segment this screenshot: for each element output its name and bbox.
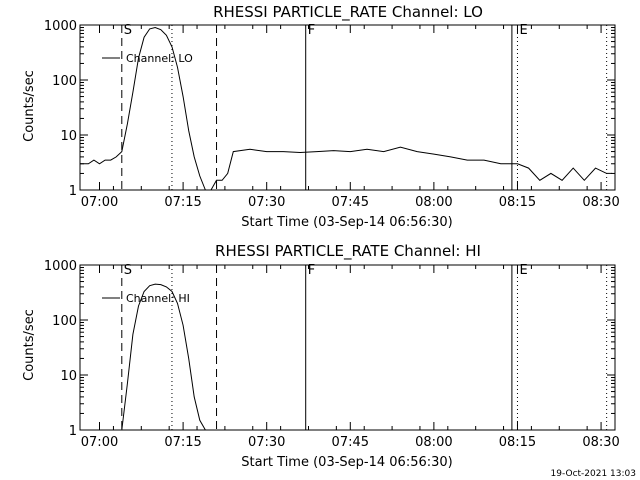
x-axis-label-hi: Start Time (03-Sep-14 06:56:30): [241, 455, 452, 470]
y-tick-label: 1: [69, 184, 77, 199]
y-axis-label-hi: Counts/sec: [22, 309, 37, 381]
y-tick-label: 1000: [44, 19, 77, 34]
x-tick-label: 07:15: [164, 195, 201, 210]
x-tick-label: 07:15: [164, 435, 201, 450]
marker-label: S: [124, 263, 132, 278]
marker-label: E: [519, 23, 527, 38]
legend-label: Channel: LO: [126, 52, 193, 65]
x-tick-label: 08:15: [499, 195, 536, 210]
x-tick-label: 07:00: [81, 435, 118, 450]
x-tick-label: 07:45: [332, 195, 369, 210]
marker-label: F: [308, 263, 315, 278]
marker-label: F: [308, 23, 315, 38]
chart-panel-0: 1 10 100 1000 07:00 07:15 07:30 07:45 08:00 08:15…: [44, 19, 620, 210]
x-tick-label: 08:15: [499, 435, 536, 450]
y-tick-label: 1000: [44, 259, 77, 274]
x-tick-label: 07:45: [332, 435, 369, 450]
marker-label: S: [124, 23, 132, 38]
y-tick-label: 10: [60, 129, 77, 144]
x-tick-label: 08:30: [582, 435, 619, 450]
plot-frame: [79, 264, 616, 431]
marker-label: E: [519, 263, 527, 278]
series-line: [80, 26, 613, 191]
chart-title-hi: RHESSI PARTICLE_RATE Channel: HI: [215, 242, 481, 261]
y-tick-label: 100: [52, 314, 77, 329]
plot-frame: [79, 24, 616, 191]
y-axis-label-lo: Counts/sec: [22, 70, 37, 142]
x-tick-label: 08:00: [415, 195, 452, 210]
x-tick-label: 08:00: [415, 435, 452, 450]
y-tick-label: 1: [69, 424, 77, 439]
x-tick-label: 08:30: [582, 195, 619, 210]
series-line: [121, 283, 211, 431]
footer-timestamp: 19-Oct-2021 13:03: [551, 469, 636, 479]
legend-label: Channel: HI: [126, 292, 190, 305]
y-tick-label: 100: [52, 74, 77, 89]
x-axis-label-lo: Start Time (03-Sep-14 06:56:30): [241, 215, 452, 230]
x-tick-label: 07:00: [81, 195, 118, 210]
y-tick-label: 10: [60, 369, 77, 384]
x-tick-label: 07:30: [248, 435, 285, 450]
chart-panel-1: 1 10 100 1000 07:00 07:15 07:30 07:45 08:00 08:15…: [44, 259, 620, 450]
x-tick-label: 07:30: [248, 195, 285, 210]
chart-title-lo: RHESSI PARTICLE_RATE Channel: LO: [213, 3, 483, 22]
